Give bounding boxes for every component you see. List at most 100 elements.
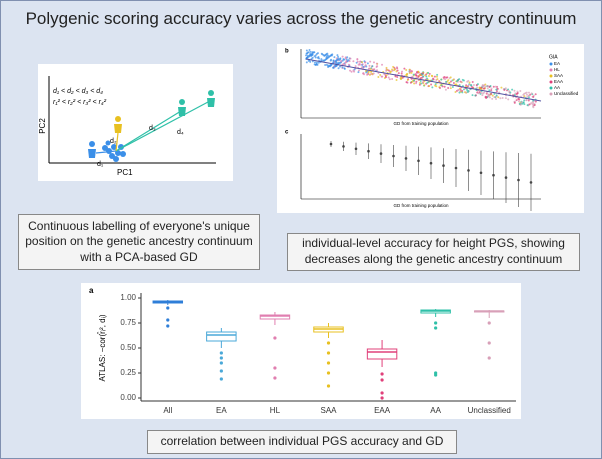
error-bars	[329, 141, 533, 211]
decor-point	[534, 100, 537, 103]
decor-point	[504, 87, 507, 90]
decor-point	[357, 71, 360, 74]
decor-point	[416, 71, 419, 74]
decor-point	[344, 56, 347, 59]
legend-swatch	[549, 74, 553, 78]
decor-point	[428, 85, 431, 88]
decor-point	[436, 78, 439, 81]
decor-point	[499, 97, 502, 100]
decor-dot	[367, 149, 370, 153]
decor-point	[419, 74, 422, 77]
y-tick-label: 0.50	[120, 343, 136, 352]
decor-point	[527, 96, 530, 99]
decor-point	[420, 82, 423, 85]
decor-point	[462, 79, 465, 82]
decor-point	[376, 69, 379, 72]
decor-point	[342, 63, 345, 66]
decor-point	[369, 60, 372, 63]
decor-dot	[329, 142, 333, 146]
decor-point	[515, 99, 518, 102]
decor-point	[343, 67, 346, 70]
decor-point	[490, 87, 493, 90]
decor-point	[491, 97, 494, 100]
decor-point	[340, 59, 343, 62]
decor-dot	[392, 154, 395, 158]
legend-title: GIA	[549, 54, 558, 60]
decor-dot	[404, 157, 408, 160]
decor-point	[503, 89, 506, 92]
decor-point	[530, 92, 533, 95]
outlier	[326, 351, 331, 355]
decor-point	[366, 62, 369, 65]
decor-dot	[529, 181, 533, 184]
decor-point	[532, 105, 535, 108]
decor-point	[518, 98, 521, 101]
decor-point	[342, 58, 345, 61]
decor-point	[385, 66, 388, 69]
decor-point	[516, 90, 519, 93]
decor-point	[517, 100, 520, 103]
decor-point	[326, 52, 329, 55]
formula: r₁² < r₂² < r₃² < r₄²	[53, 99, 107, 106]
decor-point	[500, 86, 503, 89]
decor-point	[309, 60, 312, 63]
decor-point	[448, 82, 451, 85]
point-cloud	[305, 49, 542, 109]
slide-title: Polygenic scoring accuracy varies across…	[25, 9, 577, 28]
decor-point	[356, 60, 359, 63]
decor-point	[494, 85, 497, 88]
decor-point	[312, 51, 315, 54]
decor-point	[434, 83, 437, 86]
decor-point	[346, 56, 349, 59]
decor-point	[314, 56, 317, 59]
x-tick-label: HL	[270, 406, 281, 415]
decor-point	[395, 78, 398, 81]
legend-label: Unclassified	[554, 91, 579, 96]
decor-point	[508, 90, 511, 93]
decor-point	[491, 94, 494, 97]
decor-dot	[342, 145, 345, 148]
cluster	[102, 140, 126, 162]
decor-dot	[454, 166, 458, 170]
decor-point	[525, 93, 528, 96]
decor-point	[471, 94, 474, 97]
decor-point	[443, 76, 446, 79]
axis-label: GD from training population	[393, 203, 449, 208]
decor-point	[305, 49, 308, 52]
outlier	[326, 341, 331, 345]
decor-point	[337, 62, 340, 65]
decor-point	[363, 73, 366, 76]
decor-point	[461, 91, 464, 94]
decor-point	[528, 103, 531, 106]
outlier	[434, 326, 438, 330]
decor-point	[336, 54, 339, 57]
decor-point	[389, 70, 392, 73]
decor-point	[488, 89, 491, 92]
decor-point	[339, 61, 342, 64]
distance-label: d₂	[110, 138, 117, 145]
decor-point	[485, 92, 488, 95]
outlier	[487, 321, 491, 325]
decor-point	[486, 84, 489, 87]
arrows	[95, 101, 209, 154]
decor-point	[384, 76, 387, 79]
decor-point	[465, 84, 468, 87]
decor-point	[444, 88, 447, 91]
distance-label: d₁	[97, 161, 104, 168]
decor-point	[501, 97, 504, 100]
trend-line	[305, 58, 542, 102]
decor-point	[400, 77, 403, 80]
decor-point	[532, 102, 535, 105]
decor-point	[467, 85, 470, 88]
decor-dot	[429, 161, 433, 165]
outlier	[380, 391, 384, 395]
decor-point	[406, 79, 409, 82]
decor-point	[360, 61, 363, 64]
outlier	[380, 372, 384, 376]
decor-point	[493, 96, 496, 99]
decor-point	[460, 81, 463, 84]
decor-point	[327, 64, 330, 67]
decor-point	[335, 61, 338, 64]
outlier	[219, 369, 223, 373]
decor-point	[322, 53, 325, 56]
